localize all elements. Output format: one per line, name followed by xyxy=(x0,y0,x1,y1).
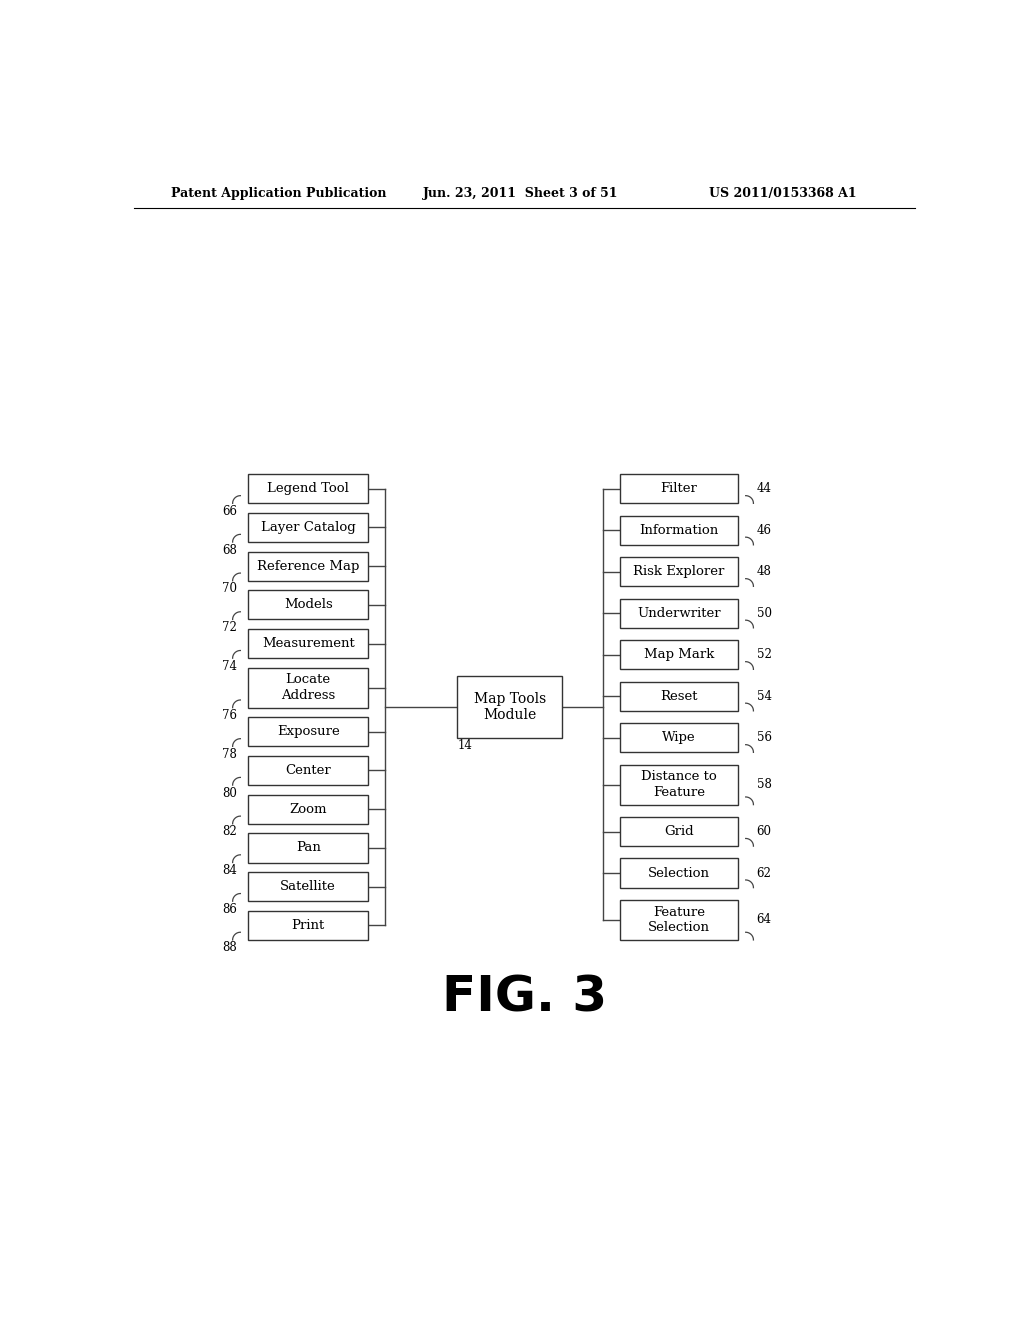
Text: 72: 72 xyxy=(222,620,238,634)
Text: 82: 82 xyxy=(222,825,238,838)
FancyBboxPatch shape xyxy=(621,474,738,503)
Text: 84: 84 xyxy=(222,865,238,876)
FancyBboxPatch shape xyxy=(248,552,369,581)
Text: 54: 54 xyxy=(757,690,771,702)
Text: FIG. 3: FIG. 3 xyxy=(442,974,607,1022)
Text: Filter: Filter xyxy=(660,482,697,495)
Text: Information: Information xyxy=(639,524,719,537)
FancyBboxPatch shape xyxy=(248,628,369,659)
FancyBboxPatch shape xyxy=(621,681,738,711)
FancyBboxPatch shape xyxy=(248,590,369,619)
Text: Legend Tool: Legend Tool xyxy=(267,482,349,495)
Text: Selection: Selection xyxy=(648,866,710,879)
FancyBboxPatch shape xyxy=(248,668,369,708)
Text: 68: 68 xyxy=(222,544,238,557)
Text: Underwriter: Underwriter xyxy=(637,607,721,619)
FancyBboxPatch shape xyxy=(458,676,562,738)
FancyBboxPatch shape xyxy=(248,512,369,543)
Text: Grid: Grid xyxy=(665,825,694,838)
Text: Map Mark: Map Mark xyxy=(644,648,714,661)
Text: 50: 50 xyxy=(757,607,771,619)
FancyBboxPatch shape xyxy=(248,833,369,862)
Text: Print: Print xyxy=(292,919,325,932)
Text: Reset: Reset xyxy=(660,690,697,702)
Text: 48: 48 xyxy=(757,565,771,578)
Text: 64: 64 xyxy=(757,913,771,927)
Text: 52: 52 xyxy=(757,648,771,661)
FancyBboxPatch shape xyxy=(621,640,738,669)
Text: 60: 60 xyxy=(757,825,771,838)
FancyBboxPatch shape xyxy=(621,764,738,805)
FancyBboxPatch shape xyxy=(621,900,738,940)
Text: 56: 56 xyxy=(757,731,771,744)
FancyBboxPatch shape xyxy=(248,717,369,746)
FancyBboxPatch shape xyxy=(621,817,738,846)
Text: Reference Map: Reference Map xyxy=(257,560,359,573)
Text: Feature
Selection: Feature Selection xyxy=(648,906,710,935)
Text: 86: 86 xyxy=(222,903,238,916)
FancyBboxPatch shape xyxy=(248,911,369,940)
Text: Center: Center xyxy=(286,764,331,777)
FancyBboxPatch shape xyxy=(248,795,369,824)
Text: Models: Models xyxy=(284,598,333,611)
Text: 62: 62 xyxy=(757,866,771,879)
FancyBboxPatch shape xyxy=(621,723,738,752)
Text: 46: 46 xyxy=(757,524,771,537)
FancyBboxPatch shape xyxy=(621,598,738,628)
Text: 66: 66 xyxy=(222,506,238,517)
Text: 44: 44 xyxy=(757,482,771,495)
Text: 74: 74 xyxy=(222,660,238,673)
Text: Locate
Address: Locate Address xyxy=(281,673,335,702)
Text: 76: 76 xyxy=(222,709,238,722)
Text: Map Tools
Module: Map Tools Module xyxy=(473,692,546,722)
FancyBboxPatch shape xyxy=(248,873,369,902)
FancyBboxPatch shape xyxy=(248,474,369,503)
FancyBboxPatch shape xyxy=(621,516,738,545)
Text: 58: 58 xyxy=(757,779,771,791)
Text: 78: 78 xyxy=(222,748,238,760)
Text: Zoom: Zoom xyxy=(290,803,327,816)
Text: Patent Application Publication: Patent Application Publication xyxy=(171,186,386,199)
FancyBboxPatch shape xyxy=(248,756,369,785)
FancyBboxPatch shape xyxy=(621,858,738,887)
Text: Measurement: Measurement xyxy=(262,638,354,649)
Text: US 2011/0153368 A1: US 2011/0153368 A1 xyxy=(710,186,857,199)
Text: Exposure: Exposure xyxy=(276,725,340,738)
Text: Risk Explorer: Risk Explorer xyxy=(633,565,725,578)
Text: Layer Catalog: Layer Catalog xyxy=(261,521,355,535)
Text: 80: 80 xyxy=(222,787,238,800)
Text: 14: 14 xyxy=(458,739,473,752)
Text: 88: 88 xyxy=(222,941,238,954)
Text: 70: 70 xyxy=(222,582,238,595)
Text: Wipe: Wipe xyxy=(663,731,696,744)
Text: Pan: Pan xyxy=(296,841,321,854)
FancyBboxPatch shape xyxy=(621,557,738,586)
Text: Distance to
Feature: Distance to Feature xyxy=(641,771,717,799)
Text: Satellite: Satellite xyxy=(281,880,336,894)
Text: Jun. 23, 2011  Sheet 3 of 51: Jun. 23, 2011 Sheet 3 of 51 xyxy=(423,186,618,199)
